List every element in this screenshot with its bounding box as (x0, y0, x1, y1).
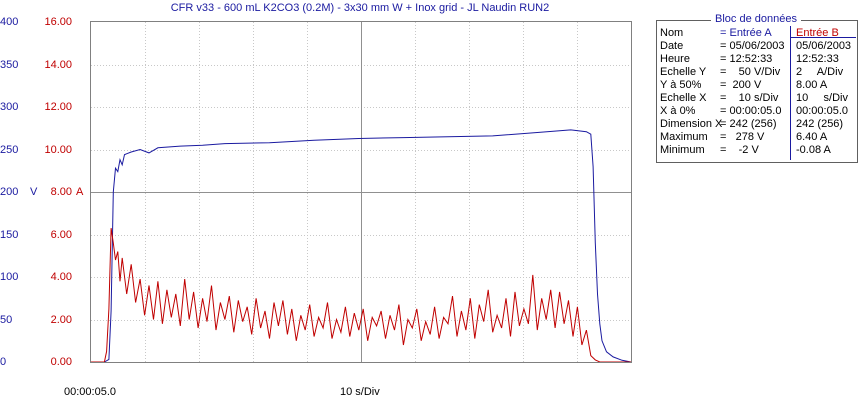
plot-canvas (91, 22, 632, 363)
header-label: Nom (660, 27, 684, 39)
row-label: Date (660, 40, 684, 52)
row-label: Heure (660, 53, 690, 65)
y-axis-a-tick: 400 (0, 16, 19, 28)
row-value-b: 242 (256) (796, 118, 844, 130)
row-value-b: 10 s/Div (796, 92, 848, 104)
y-axis-b-tick: 16.00 (44, 16, 72, 28)
y-axis-a-unit: V (30, 186, 38, 198)
row-value-a: = 278 V (720, 131, 765, 143)
y-axis-a-tick: 0 (0, 356, 7, 368)
row-value-b: 12:52:33 (796, 53, 839, 65)
row-value-b: 6.40 A (796, 131, 828, 143)
y-axis-b-unit: A (76, 186, 84, 198)
series-line-b (91, 228, 631, 363)
data-block-title: Bloc de données (711, 13, 801, 25)
data-block: Bloc de données Nom = Entrée A Entrée B … (656, 13, 858, 163)
row-value-a: = 05/06/2003 (720, 40, 785, 52)
column-separator (790, 26, 791, 160)
y-axis-b-tick: 8.00 (50, 186, 72, 198)
y-axis-b-tick: 10.00 (44, 143, 72, 156)
row-label: X à 0% (660, 105, 696, 117)
y-axis-a-tick: 250 (0, 143, 19, 156)
y-axis-b-tick: 6.00 (50, 228, 72, 241)
header-channel-a: = Entrée A (720, 27, 772, 39)
row-label: Minimum (660, 144, 705, 156)
row-value-a: = 50 V/Div (720, 66, 781, 78)
row-value-a: = 00:00:05.0 (720, 105, 782, 117)
row-label: Echelle Y (660, 66, 707, 78)
row-value-a: = 242 (256) (720, 118, 777, 130)
row-value-b: 00:00:05.0 (796, 105, 848, 117)
x-start-label: 00:00:05.0 (64, 386, 116, 398)
row-label: Echelle X (660, 92, 707, 104)
header-channel-b: Entrée B (796, 27, 839, 39)
y-axis-a-tick: 50 (0, 313, 13, 326)
header-separator (790, 37, 856, 38)
y-axis-b-tick: 12.00 (44, 101, 72, 113)
row-value-b: 8.00 A (796, 79, 828, 91)
y-axis-a-tick: 100 (0, 271, 19, 283)
x-division-label: 10 s/Div (340, 386, 380, 398)
row-value-b: 05/06/2003 (796, 40, 852, 52)
row-value-a: = -2 V (720, 144, 759, 156)
chart-title: CFR v33 - 600 mL K2CO3 (0.2M) - 3x30 mm … (170, 2, 550, 14)
row-label: Y à 50% (660, 79, 702, 91)
y-axis-a-tick: 300 (0, 101, 19, 113)
y-axis-a-tick: 200 (0, 186, 19, 198)
y-axis-b-tick: 14.00 (44, 58, 72, 71)
y-axis-b-tick: 0.00 (50, 356, 72, 368)
series-line-a (91, 129, 632, 363)
y-axis-b-tick: 4.00 (50, 271, 72, 283)
row-value-a: = 10 s/Div (720, 92, 779, 104)
plot-area (90, 21, 632, 363)
y-axis-a-tick: 350 (0, 58, 19, 71)
row-value-a: = 200 V (720, 79, 762, 91)
row-value-a: = 12:52:33 (720, 53, 773, 65)
y-axis-b-tick: 2.00 (50, 313, 72, 326)
y-axis-a-tick: 150 (0, 228, 19, 241)
row-value-b: 2 A/Div (796, 66, 844, 78)
row-value-b: -0.08 A (796, 144, 831, 156)
row-label: Dimension X (660, 118, 723, 130)
row-label: Maximum (660, 131, 708, 143)
